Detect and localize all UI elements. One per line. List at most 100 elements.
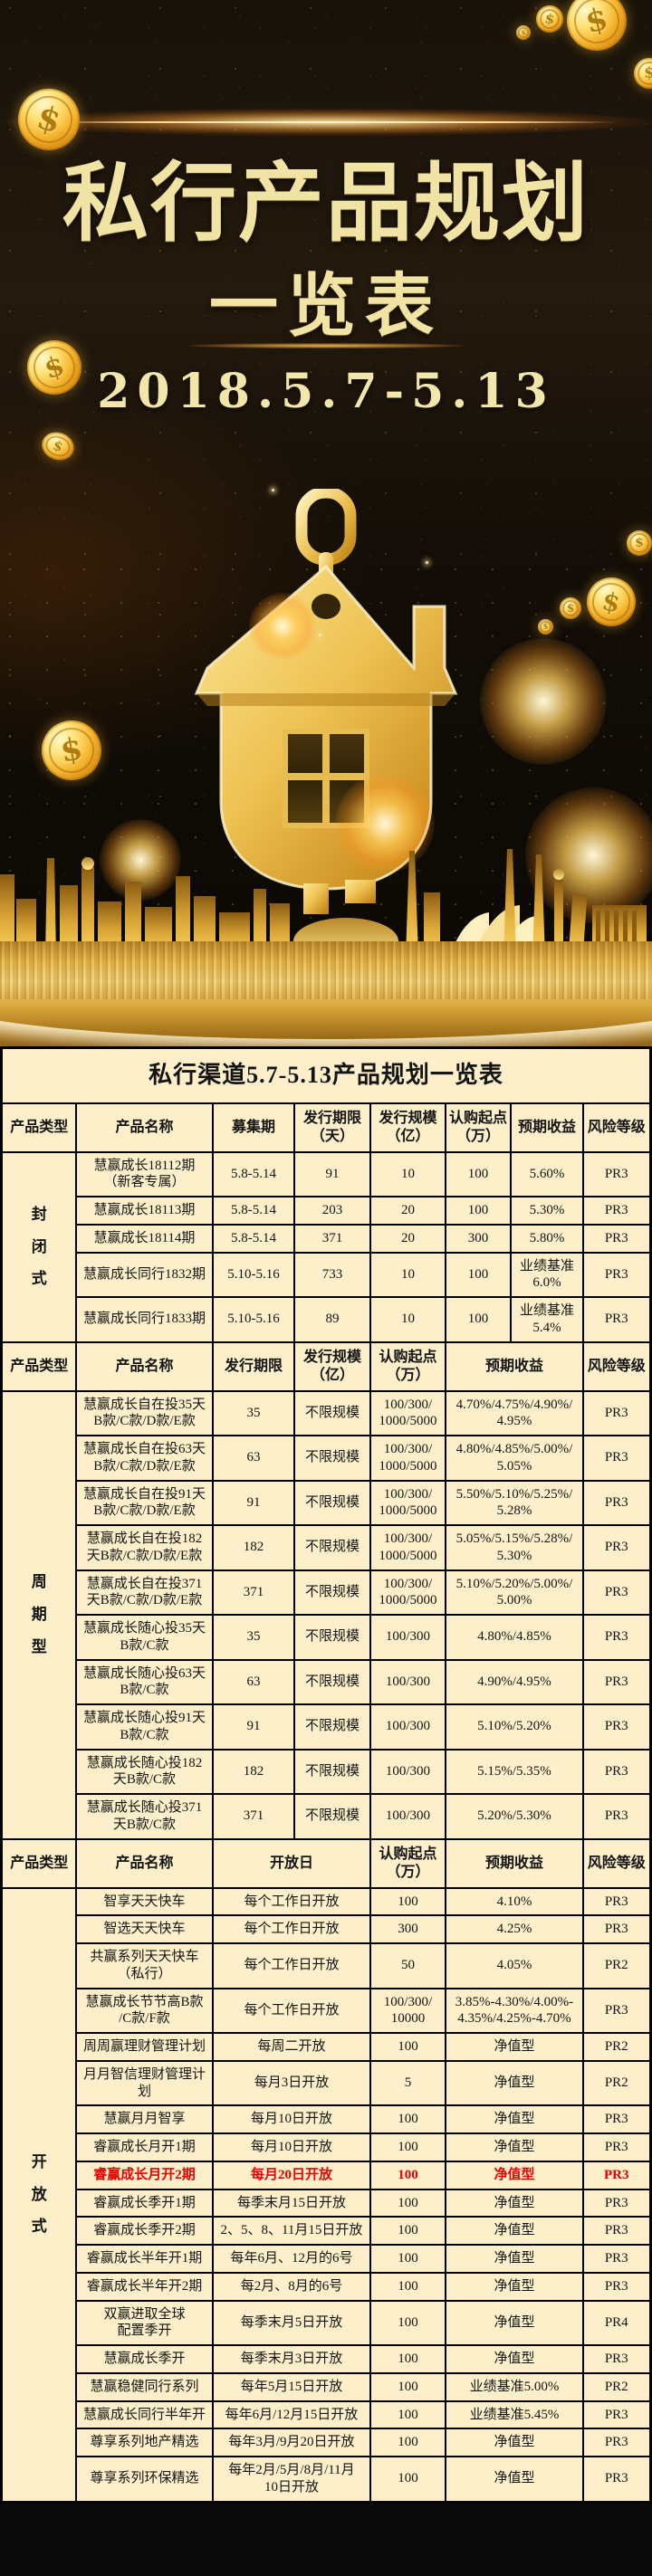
table-cell: 100 — [444, 1296, 512, 1343]
table-cell: PR3 — [581, 1987, 652, 2034]
table-row: 慧赢成长节节高B款 /C款/F款 每个工作日开放 100/300/ 10000 3.8… — [2, 1987, 652, 2034]
subtitle-flare — [145, 342, 507, 349]
table-cell: PR3 — [581, 2344, 652, 2374]
table-cell: 91 — [211, 1479, 295, 1526]
table-cell: 10 — [369, 1296, 446, 1343]
table-cell: 不限规模 — [292, 1748, 371, 1795]
table-cell: 4.25% — [444, 1914, 584, 1944]
table-row: 周周赢理财管理计划 每周二开放 100 净值型 PR2 — [2, 2032, 652, 2062]
header-cell: 预期收益 — [444, 1340, 584, 1392]
table-cell: 203 — [292, 1196, 371, 1226]
table-cell: 5.10-5.16 — [211, 1296, 295, 1343]
table-cell: 733 — [292, 1251, 371, 1298]
table-row: 睿赢成长半年开1期 每年6月、12月的6号 100 净值型 PR3 — [2, 2244, 652, 2274]
table-cell: PR3 — [581, 2428, 652, 2457]
gold-wave — [0, 981, 652, 1046]
table-cell: 89 — [292, 1296, 371, 1343]
table-cell: 5.05%/5.15%/5.28%/ 5.30% — [444, 1524, 584, 1571]
header-cell: 发行期限 （天） — [292, 1102, 371, 1153]
table-cell: PR3 — [581, 2132, 652, 2162]
product-name-cell: 月月智信理财管理计 划 — [74, 2059, 214, 2107]
table-cell: 每季末月15日开放 — [211, 2188, 371, 2218]
table-cell: 5.10%/5.20% — [444, 1703, 584, 1751]
table-cell: 不限规模 — [292, 1569, 371, 1616]
table-cell: 5.8-5.14 — [211, 1196, 295, 1226]
section-header-row: 产品类型 产品名称 开放日 认购起点 （万） 预期收益 风险等级 — [0, 1837, 652, 1889]
table-cell: 100 — [369, 2428, 446, 2457]
table-row: 慧赢成长18114期 5.8-5.14 371 20 300 5.80% PR3 — [2, 1223, 652, 1254]
header-cell: 开放日 — [211, 1837, 371, 1889]
table-cell: 100/300 — [369, 1793, 446, 1840]
table-row: 慧赢成长自在投371 天B款/C款/D款/E款 371 不限规模 100/300/ 1… — [2, 1569, 652, 1616]
table-cell: 100 — [369, 2299, 446, 2346]
table-cell: 35 — [211, 1389, 295, 1436]
table-cell: 100/300 — [369, 1748, 446, 1795]
table-row: 慧赢成长随心投35天 B款/C款 35 不限规模 100/300 4.80%/4.85%… — [2, 1614, 652, 1661]
product-name-cell: 慧赢成长随心投371 天B款/C款 — [74, 1793, 214, 1840]
table-row: 慧赢成长季开 每季末月3日开放 100 净值型 PR3 — [2, 2344, 652, 2374]
dollar-coin-icon: $ — [581, 572, 641, 632]
table-cell: 业绩基准5.45% — [444, 2399, 584, 2430]
table-cell: 5.20%/5.30% — [444, 1793, 584, 1840]
table-cell: 10 — [369, 1150, 446, 1197]
table-cell: 100 — [369, 2032, 446, 2062]
poster-date-range: 2018.5.7-5.13 — [97, 364, 555, 419]
product-name-cell: 智选天天快车 — [74, 1914, 214, 1944]
table-cell: 4.80%/4.85% — [444, 1614, 584, 1661]
table-row: 睿赢成长季开2期 2、5、8、11月15日开放 100 净值型 PR3 — [2, 2216, 652, 2246]
table-cell: 每年5月15日开放 — [211, 2371, 371, 2402]
table-cell: 300 — [444, 1223, 512, 1254]
table-cell: 100/300/ 1000/5000 — [369, 1524, 446, 1571]
table-cell: 100/300/ 1000/5000 — [369, 1569, 446, 1616]
window-transom — [285, 773, 367, 780]
table-cell: PR3 — [581, 1886, 652, 1917]
table-cell: 10 — [369, 1251, 446, 1298]
table-cell: 100/300 — [369, 1703, 446, 1751]
product-name-cell: 慧赢成长18113期 — [74, 1196, 214, 1226]
table-row: 慧赢成长随心投371 天B款/C款 371 不限规模 100/300 5.20%/5.3… — [2, 1793, 652, 1840]
table-cell: 4.90%/4.95% — [444, 1658, 584, 1705]
table-cell: 净值型 — [444, 2428, 584, 2457]
table-cell: 100 — [369, 2399, 446, 2430]
poster-title: 私行产品规划 — [62, 156, 590, 252]
table-cell: 20 — [369, 1196, 446, 1226]
table-cell: 不限规模 — [292, 1658, 371, 1705]
key-tooth — [345, 880, 376, 903]
table-cell: 每季末月5日开放 — [211, 2299, 371, 2346]
table-row: 慧赢成长同行半年开 每年6月/12月15日开放 100 业绩基准5.45% PR3 — [2, 2399, 652, 2430]
promo-poster: 私行产品规划 一览表 2018.5.7-5.13 $ $ $ $ $ $ $ $… — [0, 0, 652, 1046]
table-cell: 业绩基准5.00% — [444, 2371, 584, 2402]
table-cell: 100/300 — [369, 1614, 446, 1661]
product-name-cell: 慧赢成长自在投35天 B款/C款/D款/E款 — [74, 1389, 214, 1436]
product-name-cell: 慧赢成长18114期 — [74, 1223, 214, 1254]
table-row: 智选天天快车 每个工作日开放 300 4.25% PR3 — [2, 1914, 652, 1944]
header-cell: 风险等级 — [581, 1837, 652, 1889]
table-cell: PR3 — [581, 1389, 652, 1436]
table-cell: 净值型 — [444, 2160, 584, 2190]
table-row: 睿赢成长月开1期 每月10日开放 100 净值型 PR3 — [2, 2132, 652, 2162]
product-name-cell: 共赢系列天天快车 （私行） — [74, 1942, 214, 1989]
header-cell: 认购起点 （万） — [369, 1340, 446, 1392]
table-cell: 每季末月3日开放 — [211, 2344, 371, 2374]
lens-flare-core — [36, 121, 616, 123]
product-type-cell: 开 放 式 — [0, 1886, 77, 2503]
table-cell: 不限规模 — [292, 1703, 371, 1751]
table-cell: 净值型 — [444, 2032, 584, 2062]
table-cell: 100 — [369, 1886, 446, 1917]
table-row: 慧赢月月智享 每月10日开放 100 净值型 PR3 — [2, 2104, 652, 2134]
table-cell: PR3 — [581, 1914, 652, 1944]
table-cell: 100 — [369, 2216, 446, 2246]
table-cell: 不限规模 — [292, 1389, 371, 1436]
table-row: 月月智信理财管理计 划每月3日开放 5 净值型 PR2 — [2, 2059, 652, 2107]
header-cell: 产品名称 — [74, 1102, 214, 1153]
dollar-coin-icon: $ — [538, 619, 553, 634]
product-name-cell: 睿赢成长季开2期 — [74, 2216, 214, 2246]
table-cell: 4.10% — [444, 1886, 584, 1917]
table-cell: 100/300/ 10000 — [369, 1987, 446, 2034]
table-row: 慧赢成长自在投63天 B款/C款/D款/E款 63 不限规模 100/300/ 100… — [2, 1435, 652, 1482]
product-name-cell: 睿赢成长半年开2期 — [74, 2271, 214, 2302]
table-row: 睿赢成长月开2期 每月20日开放 100 净值型 PR3 — [2, 2160, 652, 2190]
glow-spot — [335, 774, 435, 873]
table-cell: 每月10日开放 — [211, 2104, 371, 2134]
table-cell: PR3 — [581, 1196, 652, 1226]
